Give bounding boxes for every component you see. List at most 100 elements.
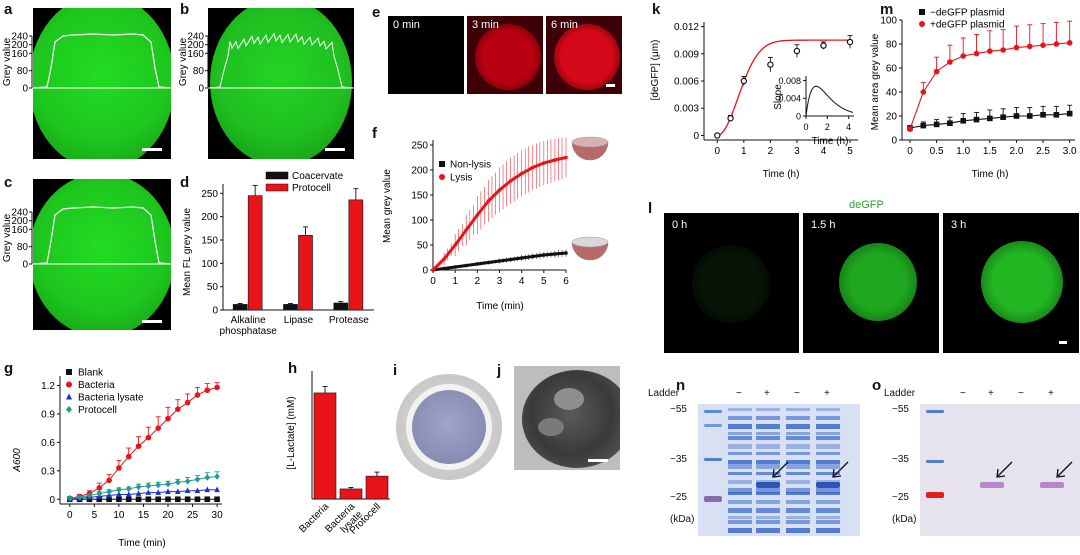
m-x-tick-label: 0: [907, 146, 913, 157]
f-series-lysis-point: [553, 158, 557, 162]
gel-arrow: [832, 461, 849, 478]
f-series-lysis-point: [564, 155, 568, 160]
panel-label-e: e: [372, 4, 381, 21]
f-y-tick-label: 250: [411, 141, 428, 152]
gel-o: Ladder ~55 ~35 ~25 (kDa) − + − +: [880, 388, 1080, 553]
d-y-tick-label: 150: [201, 236, 218, 247]
panel-label-b: b: [180, 1, 190, 18]
panel-l-time-label: 0 h: [672, 219, 688, 231]
g-series-blank-point: [96, 496, 103, 503]
panel-l-frame: 0 h: [664, 213, 799, 353]
m-legend-marker: [919, 21, 925, 27]
g-series-bacteria-lysate-point: [204, 486, 211, 493]
panel-label-m: m: [880, 1, 894, 18]
gel-protein-band: [756, 492, 780, 495]
gel-protein-band: [756, 528, 780, 533]
f-series-non-lysis-point: [497, 259, 502, 263]
m-series-minus-point: [1013, 113, 1020, 119]
profile-y-tick-label: 160: [11, 49, 28, 60]
gel-marker-label: ~55: [892, 404, 909, 415]
gel-protein-band: [816, 444, 840, 449]
profile-y-tick-label: 200: [187, 40, 204, 51]
g-series-bacteria-lysate-point: [165, 488, 171, 494]
f-series-lysis-point: [475, 213, 480, 217]
gel-protein-band: [786, 508, 810, 513]
gel-protein-band: [728, 464, 752, 469]
gel-lane-sign: −: [794, 388, 800, 399]
gel-protein-band: [728, 408, 752, 411]
f-series-non-lysis-point: [486, 260, 491, 265]
chart-g: 0 0.3 0.6 0.9 1.2 0 5 10 15 20 25 30 A600 Time (min) B…: [12, 368, 223, 550]
g-series-bacteria-point: [106, 477, 112, 484]
gel-protein-band: [786, 472, 810, 475]
gel-protein-band: [756, 460, 780, 464]
h-bar: [313, 392, 337, 500]
g-x-tick-label: 20: [162, 510, 174, 521]
panel-l-time-label: 3 h: [951, 219, 967, 231]
f-x-tick-label: 4: [519, 276, 525, 287]
h-bar: [339, 488, 363, 500]
g-legend-label: Bacteria: [78, 380, 115, 391]
gel-protein-band: [816, 416, 840, 420]
m-series-minus-point: [1053, 112, 1060, 118]
m-series-minus-point: [1026, 113, 1033, 119]
gel-lane-sign: −: [736, 388, 742, 399]
g-y-tick-label: 0.9: [41, 409, 55, 420]
gel-protein-band: [786, 528, 810, 533]
d-x-tick-label: Lipase: [284, 315, 314, 326]
g-y-tick-label: 0: [49, 495, 55, 506]
g-y-tick-label: 0.6: [41, 438, 55, 449]
f-y-tick-label: 0: [422, 266, 428, 277]
g-series-bacteria-point: [96, 485, 103, 491]
m-series-minus-point: [933, 121, 940, 128]
m-series-plus-point: [933, 68, 940, 75]
gel-lane-sign: +: [1048, 388, 1054, 399]
g-legend-marker: [66, 406, 72, 413]
panel-e-time-label: 3 min: [472, 19, 499, 31]
d-x-tick-label: Protease: [329, 315, 369, 326]
profile-y-tick-label: 160: [11, 225, 28, 236]
f-legend-label: Non-lysis: [450, 160, 491, 171]
m-series-minus-point: [987, 115, 993, 122]
m-x-tick-label: 1.0: [956, 146, 970, 157]
m-series-plus-point: [987, 48, 993, 54]
profile-y-tick-label: 80: [193, 66, 205, 77]
g-series-blank-point: [135, 496, 142, 503]
m-series-minus-point: [973, 116, 980, 123]
f-series-non-lysis-point: [442, 266, 446, 271]
gel-protein-band: [816, 436, 840, 440]
gel-arrow: [772, 461, 789, 478]
g-series-blank-point: [106, 496, 112, 503]
f-y-tick-label: 100: [411, 216, 428, 227]
g-series-protocell-point: [145, 482, 152, 490]
gel-arrow: [1056, 461, 1073, 478]
g-series-blank-point: [175, 496, 181, 503]
gel-protein-band: [728, 488, 752, 493]
k-inset-y-tick-label: 0: [796, 112, 801, 122]
g-series-protocell-point: [86, 492, 93, 499]
gel-protein-band: [816, 408, 840, 411]
gel-protein-band: [816, 460, 840, 464]
k-inset-bg: [798, 70, 858, 120]
gel-protein-band: [756, 520, 780, 524]
g-series-protocell-point: [194, 476, 201, 483]
g-legend-marker: [66, 381, 72, 388]
d-y-tick-label: 50: [207, 282, 219, 293]
gel-ladder-band: [926, 492, 944, 498]
h-y-label: [L-Lactate] (mM): [286, 396, 297, 469]
m-legend-label: −deGFP plasmid: [930, 8, 1005, 19]
gel-protein-band: [756, 408, 780, 411]
gel-protein-band: [756, 516, 780, 519]
d-bar-coacervate: [333, 302, 349, 311]
gel-protein-band: [728, 516, 752, 519]
k-x-tick-label: 0: [714, 146, 720, 157]
f-series-lysis-point: [431, 268, 435, 272]
panel-label-g: g: [4, 360, 14, 377]
m-series-plus-point: [1066, 40, 1073, 46]
g-series-bacteria-point: [204, 387, 211, 394]
gel-protein-band: [756, 424, 780, 429]
m-y-tick-label: 40: [886, 88, 898, 99]
gel-protein-band: [728, 424, 752, 429]
g-series-bacteria-point: [194, 392, 201, 398]
